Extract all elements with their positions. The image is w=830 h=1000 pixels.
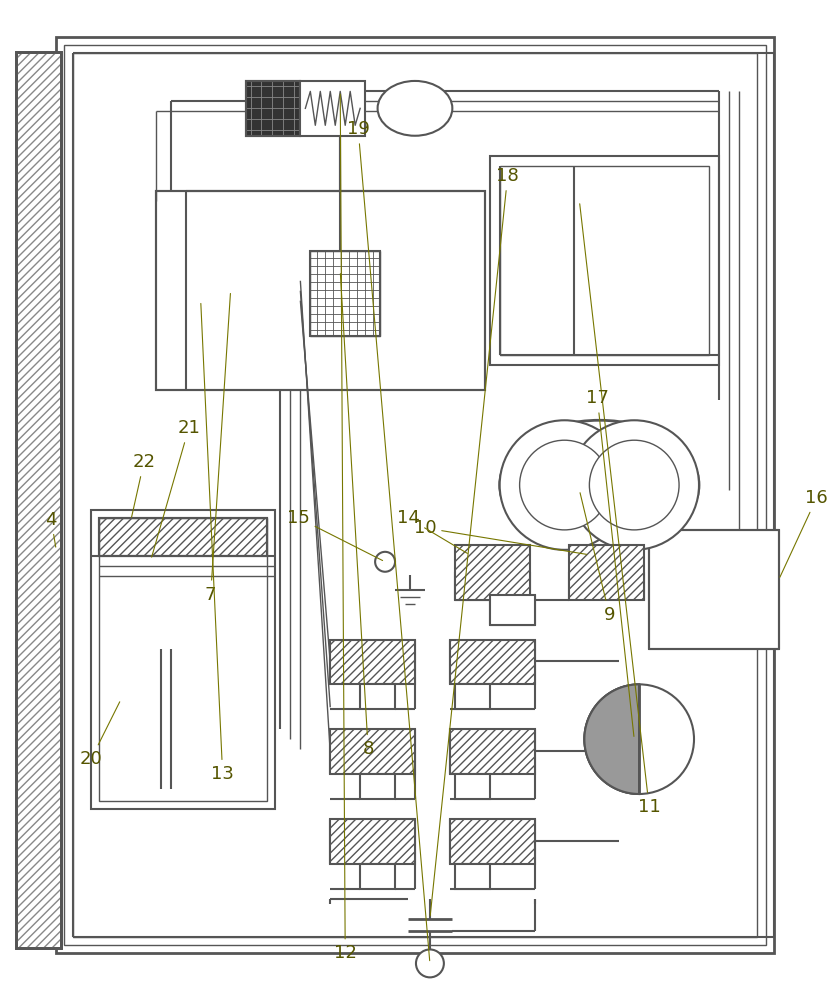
- Bar: [156, 191, 485, 390]
- Bar: [246, 81, 300, 136]
- Bar: [99, 518, 267, 556]
- Bar: [310, 251, 380, 336]
- Bar: [455, 774, 490, 799]
- Text: 17: 17: [586, 389, 634, 736]
- Circle shape: [584, 684, 694, 794]
- Text: 13: 13: [201, 303, 234, 783]
- Bar: [455, 864, 490, 889]
- Ellipse shape: [378, 81, 452, 136]
- Ellipse shape: [500, 420, 699, 550]
- Bar: [17, 52, 61, 948]
- Bar: [360, 774, 395, 799]
- Text: 8: 8: [340, 274, 374, 758]
- Bar: [99, 518, 267, 801]
- Circle shape: [569, 420, 699, 550]
- Bar: [64, 45, 766, 945]
- Bar: [330, 729, 415, 774]
- Bar: [246, 81, 300, 136]
- Bar: [330, 819, 415, 864]
- Bar: [360, 864, 395, 889]
- Bar: [569, 545, 644, 600]
- Text: 7: 7: [205, 293, 231, 604]
- Bar: [73, 53, 757, 937]
- Circle shape: [375, 552, 395, 572]
- Circle shape: [500, 420, 629, 550]
- Circle shape: [416, 949, 444, 977]
- Bar: [455, 684, 490, 709]
- Text: 18: 18: [430, 167, 519, 916]
- Bar: [649, 530, 779, 649]
- Bar: [99, 518, 267, 556]
- Text: 12: 12: [334, 94, 357, 962]
- Bar: [56, 37, 774, 953]
- Text: 15: 15: [287, 509, 383, 561]
- Polygon shape: [584, 684, 639, 794]
- Bar: [500, 166, 709, 355]
- Text: 9: 9: [580, 493, 615, 624]
- Bar: [360, 684, 395, 709]
- Text: 4: 4: [46, 511, 57, 547]
- Text: 20: 20: [80, 702, 120, 768]
- Circle shape: [520, 440, 609, 530]
- Polygon shape: [584, 684, 639, 794]
- Bar: [330, 640, 415, 684]
- Text: 22: 22: [131, 453, 155, 517]
- Bar: [17, 52, 61, 948]
- Bar: [450, 640, 535, 684]
- Circle shape: [589, 440, 679, 530]
- Bar: [156, 191, 485, 390]
- Text: 16: 16: [780, 489, 828, 577]
- Text: 14: 14: [397, 509, 467, 553]
- Bar: [17, 52, 61, 948]
- Text: 10: 10: [413, 519, 587, 554]
- Bar: [490, 156, 719, 365]
- Bar: [91, 510, 276, 809]
- Text: 21: 21: [152, 419, 200, 557]
- Text: 19: 19: [347, 120, 430, 961]
- Bar: [450, 819, 535, 864]
- Bar: [490, 595, 535, 625]
- Bar: [450, 729, 535, 774]
- Bar: [300, 81, 365, 136]
- Text: 11: 11: [579, 204, 661, 816]
- Bar: [310, 251, 380, 336]
- Bar: [455, 545, 530, 600]
